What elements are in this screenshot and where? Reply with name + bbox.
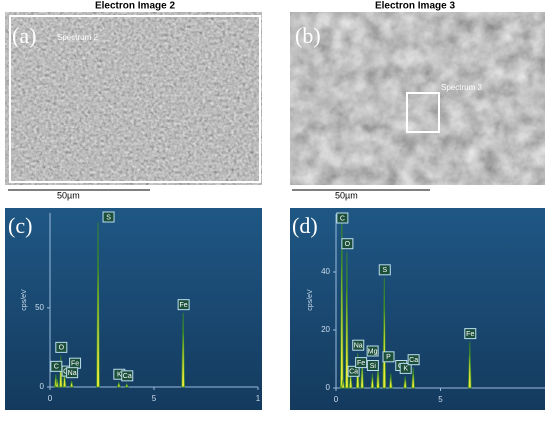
peak-label-box xyxy=(336,212,349,224)
peak-label-box xyxy=(382,351,395,363)
peak-label: Fe xyxy=(466,331,474,338)
x-tick-label: 0 xyxy=(334,395,339,404)
peak-label-box xyxy=(121,370,134,382)
peak-label-box xyxy=(378,264,391,276)
spectrum-panel xyxy=(5,208,262,410)
peak xyxy=(55,379,60,388)
peak xyxy=(181,312,185,388)
image-title: Electron Image 3 xyxy=(375,1,455,12)
peak xyxy=(411,367,416,389)
peak-label: Ca xyxy=(349,369,358,376)
peak-label: K xyxy=(403,366,408,373)
peak xyxy=(360,358,365,389)
peak xyxy=(403,376,408,389)
peak-label-box xyxy=(464,328,477,340)
y-tick-label: 40 xyxy=(321,267,330,276)
y-tick-label: 0 xyxy=(326,383,331,392)
peak xyxy=(96,222,100,388)
peak xyxy=(348,370,353,389)
peak-label: O xyxy=(345,241,351,248)
peak xyxy=(376,364,380,389)
peak-label: Fe xyxy=(180,302,188,309)
panel-label: (c) xyxy=(8,213,32,238)
sem-image xyxy=(290,12,545,185)
peak-label-box xyxy=(352,339,365,351)
peak xyxy=(467,341,472,389)
spectrum-box xyxy=(9,15,261,183)
image-title: Electron Image 2 xyxy=(95,1,175,12)
peak-label: Ca xyxy=(409,357,418,364)
spectrum-label: Spectrum 3 xyxy=(441,83,482,92)
peak-label-box xyxy=(102,211,115,223)
peak-label: O xyxy=(59,345,65,352)
x-tick-label: 5 xyxy=(438,395,443,404)
peak-label: Na xyxy=(354,343,363,350)
spectrum-label: Spectrum 2 xyxy=(57,33,98,42)
y-tick-label: 0 xyxy=(40,382,45,391)
spectrum-panel xyxy=(290,208,545,410)
peak-label: K xyxy=(117,372,122,379)
peak xyxy=(116,380,121,388)
peak-label-box xyxy=(177,299,190,311)
peak-label: S xyxy=(106,214,111,221)
y-tick-label: 20 xyxy=(321,325,330,334)
peak-label: Ca xyxy=(123,373,132,380)
peak-label: Mg xyxy=(368,348,378,355)
panel-label: (a) xyxy=(12,23,36,48)
spectrum-box xyxy=(406,92,440,133)
x-tick-label: 1 xyxy=(256,394,261,403)
peak-label: Fe xyxy=(71,361,79,368)
peak xyxy=(370,373,375,389)
peak-label-box xyxy=(347,365,360,377)
peak-label: P xyxy=(386,354,391,361)
peak-label-box xyxy=(366,360,379,371)
peak xyxy=(124,382,129,388)
y-axis-label: cps/eV xyxy=(21,289,28,311)
peak xyxy=(345,251,349,389)
peak-label-box xyxy=(341,238,354,250)
peak-label: Na xyxy=(68,370,77,377)
peak-label: C xyxy=(340,215,345,222)
peak-label-box xyxy=(66,367,79,379)
peak-label: C xyxy=(54,364,59,371)
peak-label: Si xyxy=(370,363,377,370)
peak-label-box xyxy=(355,357,368,369)
scale-label: 50µm xyxy=(335,190,358,200)
panel-label: (b) xyxy=(295,23,321,48)
peak-label: Fe xyxy=(357,360,365,367)
panel-label: (d) xyxy=(292,213,318,238)
peak-label-box xyxy=(399,362,412,374)
y-tick-label: 50 xyxy=(35,303,44,312)
peak-label-box xyxy=(366,345,379,357)
peak xyxy=(69,380,74,388)
sem-image xyxy=(5,12,262,185)
peak xyxy=(388,373,393,389)
peak-label-box xyxy=(55,341,68,353)
peak-label-box xyxy=(407,354,420,366)
peak xyxy=(62,371,67,388)
x-tick-label: 0 xyxy=(48,394,53,403)
scale-label: 50µm xyxy=(57,190,80,200)
peak-label: S xyxy=(382,267,387,274)
x-tick-label: 5 xyxy=(152,394,157,403)
peak xyxy=(341,379,346,389)
y-axis-label: cps/eV xyxy=(307,289,314,311)
